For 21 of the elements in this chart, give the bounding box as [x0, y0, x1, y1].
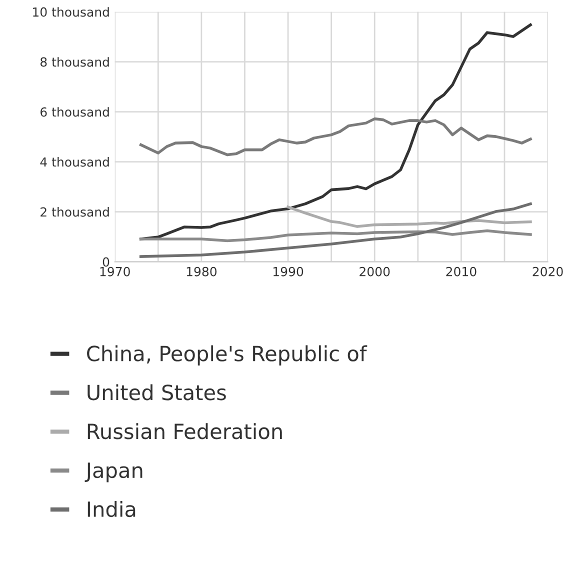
legend-label: Japan: [84, 462, 142, 482]
legend-label: India: [88, 500, 136, 518]
y-tick-label: 2 thousand: [40, 207, 109, 217]
x-tick-label: 2010: [446, 266, 476, 276]
x-tick-label: 1970: [100, 266, 130, 276]
line-series: [286, 206, 532, 228]
y-tick-label: 8 thousand: [40, 57, 109, 67]
x-tick-label: 1980: [186, 266, 217, 276]
legend-label: Russian Federation: [88, 423, 282, 440]
x-tick-label: 1990: [274, 266, 304, 276]
legend-label: China, People's Republic of: [87, 345, 368, 366]
y-tick-label: 6 thousand: [40, 107, 109, 117]
line-series: [139, 229, 532, 242]
line-series: [139, 117, 532, 156]
legend-label: United States: [88, 384, 226, 400]
y-tick-label: 4 thousand: [40, 157, 109, 167]
y-tick-label: 0: [102, 257, 110, 267]
line-series: [139, 202, 532, 258]
x-tick-label: 2000: [360, 266, 390, 276]
x-tick-label: 2020: [532, 266, 563, 276]
y-tick-label: 10 thousand: [33, 7, 109, 17]
